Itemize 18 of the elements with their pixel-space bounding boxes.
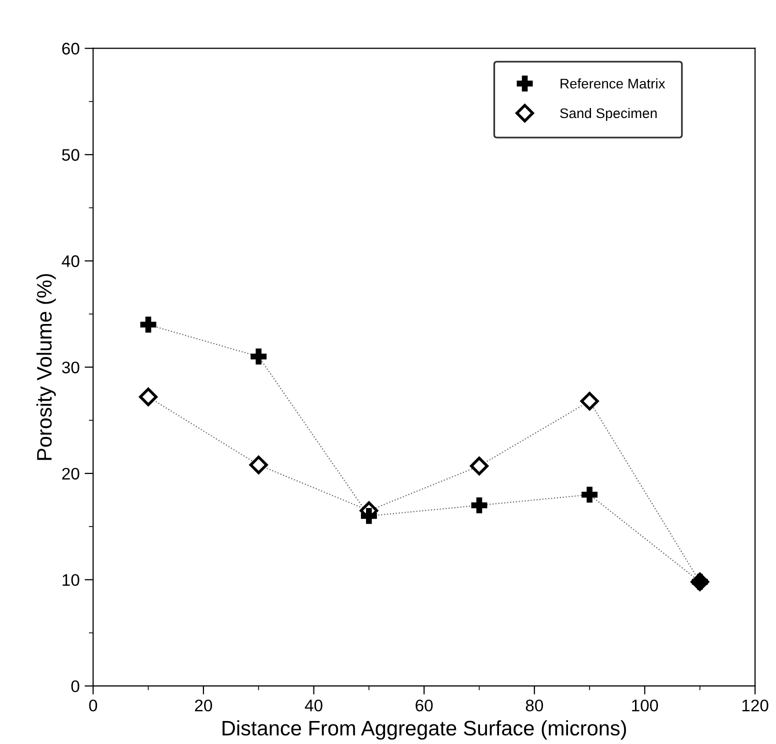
- y-tick-label: 40: [62, 255, 80, 268]
- legend-label: Sand Specimen: [560, 108, 657, 121]
- x-tick-label: 60: [416, 700, 433, 712]
- y-tick-label: 30: [62, 362, 80, 374]
- x-tick-label: 80: [526, 700, 544, 712]
- y-axis-title: Porosity Volume (%): [36, 274, 56, 460]
- x-tick-label: 0: [89, 700, 98, 712]
- x-tick-label: 20: [195, 700, 212, 712]
- y-tick-label: 50: [62, 149, 80, 161]
- x-axis-title: Distance From Aggregate Surface (microns): [222, 720, 626, 740]
- y-tick-label: 10: [62, 574, 80, 586]
- x-tick-label: 100: [632, 700, 658, 712]
- legend-label: Reference Matrix: [560, 78, 666, 89]
- x-tick-label: 40: [304, 700, 322, 712]
- y-tick-label: 20: [62, 468, 80, 480]
- y-tick-label: 60: [62, 42, 80, 55]
- x-tick-label: 120: [742, 700, 768, 712]
- y-tick-label: 0: [71, 680, 80, 692]
